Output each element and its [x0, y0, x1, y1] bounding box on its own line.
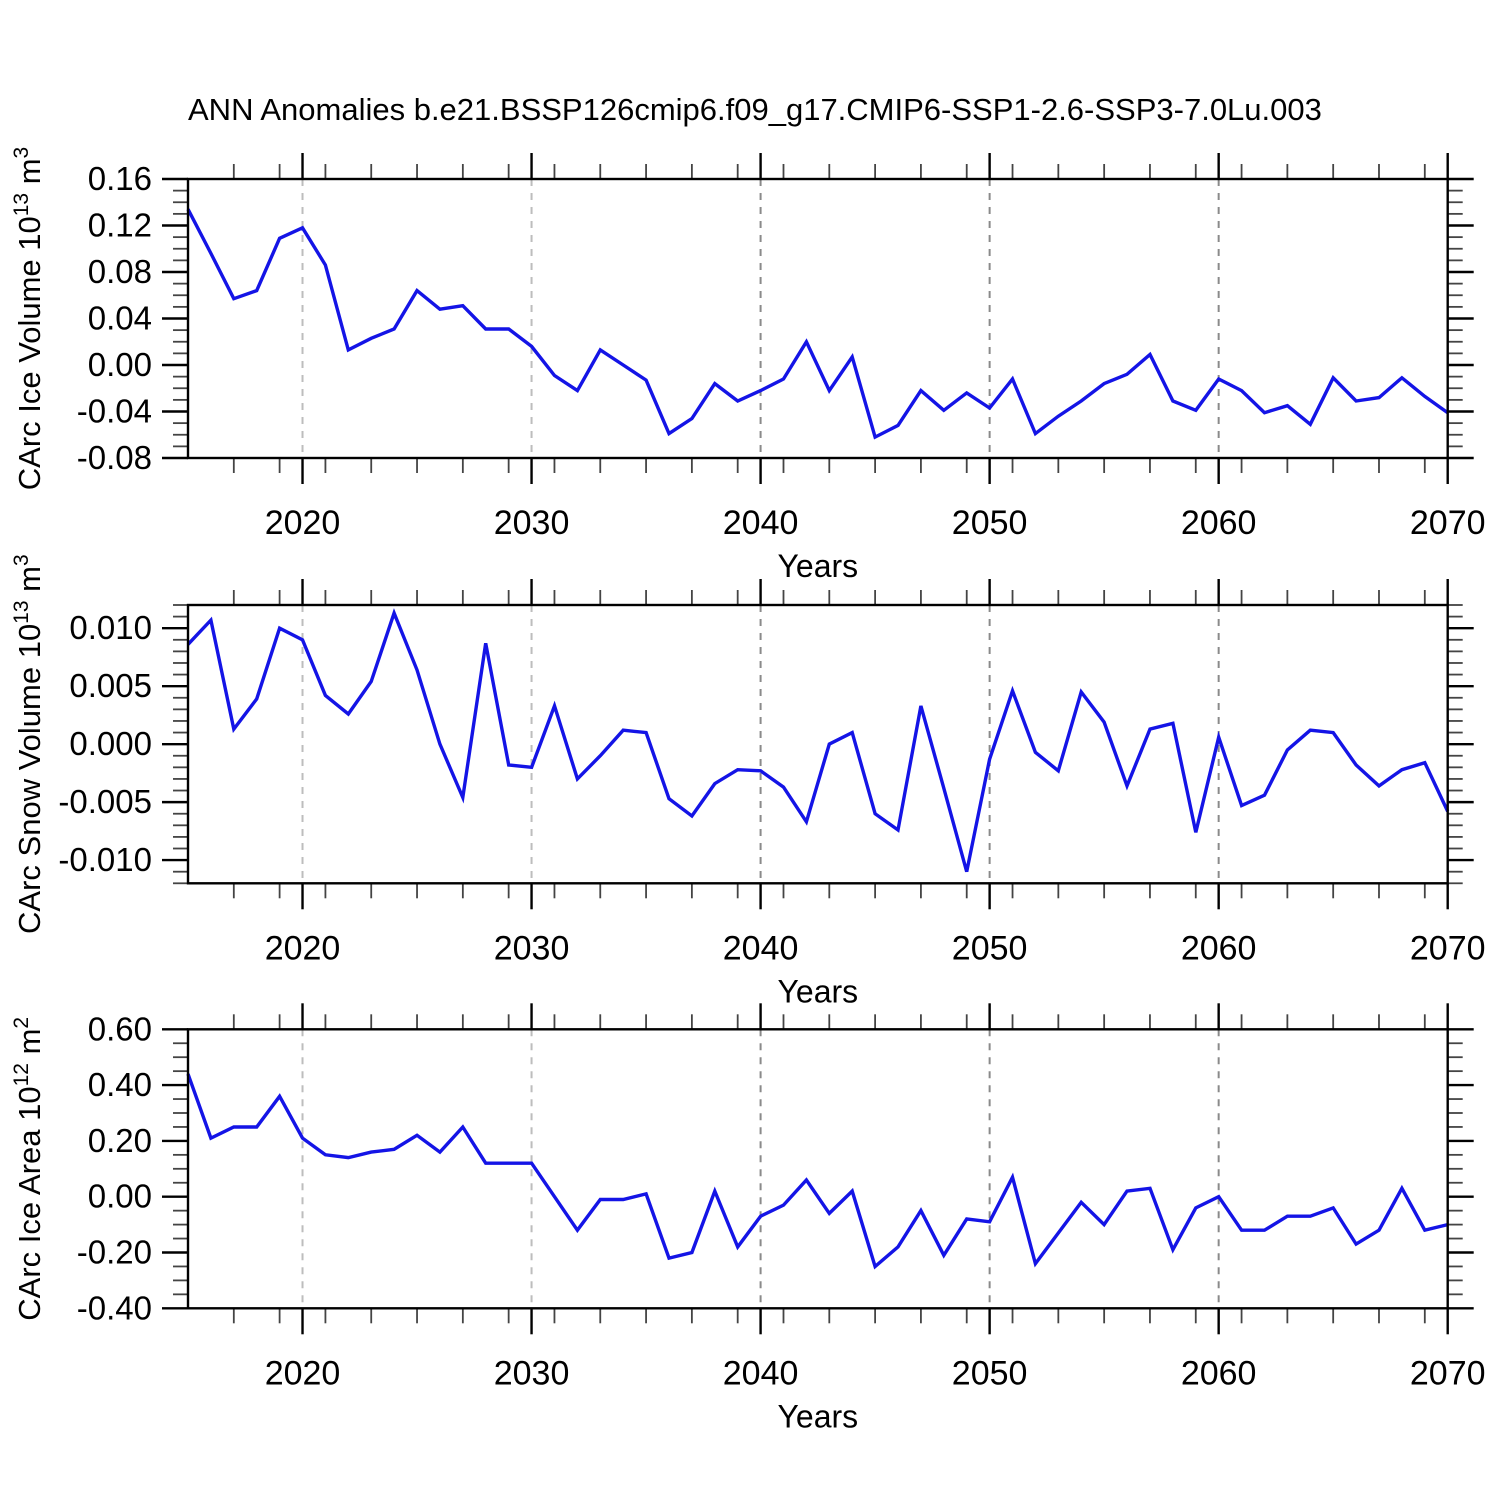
- y-tick-label: 0.08: [88, 253, 152, 290]
- panel-carc-ice-area: 0.60 0.40 0.20 0.00 -0.20 -0.40 2020 2030 2040 20…: [10, 1003, 1486, 1434]
- x-tick-label: 2020: [265, 1354, 341, 1392]
- y-axis-title: CArc Ice Area 1012 m2: [10, 1017, 47, 1321]
- y-axis-title-superscript: 3: [10, 147, 33, 159]
- x-tick-label: 2040: [723, 1354, 799, 1392]
- x-tick-label: 2030: [494, 1354, 570, 1392]
- y-axis-title-text: m: [12, 566, 47, 600]
- x-axis-title: Years: [778, 1398, 859, 1434]
- panel-border: [186, 603, 1449, 885]
- x-tick-label: 2040: [723, 504, 799, 542]
- y-axis-title-superscript: 2: [10, 1017, 33, 1029]
- y-tick-label: 0.12: [88, 207, 152, 244]
- y-axis-title-text: m: [12, 1029, 47, 1063]
- y-axis-title-superscript: 13: [10, 193, 33, 216]
- y-axis-title-superscript: 12: [10, 1063, 33, 1086]
- y-axis-title-superscript: 3: [10, 554, 33, 566]
- y-axis-title: CArc Ice Volume 1013 m3: [10, 147, 47, 490]
- y-tick-label: 0.20: [88, 1122, 152, 1159]
- y-tick-label: 0.000: [69, 725, 152, 762]
- x-tick-label: 2050: [952, 504, 1028, 542]
- panel-border: [186, 177, 1449, 460]
- x-tick-label: 2070: [1410, 504, 1486, 542]
- y-tick-label: -0.04: [77, 393, 152, 430]
- y-tick-label: -0.20: [77, 1234, 152, 1271]
- y-tick-label: -0.010: [58, 841, 152, 878]
- y-tick-label: 0.005: [69, 667, 152, 704]
- x-tick-label: 2020: [265, 504, 341, 542]
- x-tick-label: 2070: [1410, 929, 1486, 967]
- x-tick-label: 2060: [1181, 504, 1257, 542]
- series-line-carc-snow-volume: [186, 608, 1450, 873]
- x-axis-title: Years: [778, 973, 859, 1009]
- y-axis-title-text: CArc Ice Volume 10: [12, 216, 47, 490]
- y-axis-title: CArc Snow Volume 1013 m3: [10, 554, 47, 934]
- x-tick-label: 2050: [952, 929, 1028, 967]
- y-axis-title-text: CArc Ice Area 10: [12, 1086, 47, 1320]
- panel-carc-ice-volume: 0.16 0.12 0.08 0.04 0.00 -0.04 -0.08 2020 2030 20…: [10, 147, 1486, 584]
- y-axis-title-superscript: 13: [10, 600, 33, 623]
- y-tick-label: 0.010: [69, 609, 152, 646]
- y-tick-label: 0.40: [88, 1066, 152, 1103]
- y-axis-title-text: m: [12, 158, 47, 192]
- figure-title: ANN Anomalies b.e21.BSSP126cmip6.f09_g17…: [188, 92, 1322, 127]
- x-tick-label: 2030: [494, 929, 570, 967]
- y-tick-label: -0.08: [77, 439, 152, 476]
- y-tick-label: 0.00: [88, 1178, 152, 1215]
- y-tick-label: 0.16: [88, 160, 152, 197]
- y-tick-label: -0.40: [77, 1289, 152, 1326]
- x-axis-title: Years: [778, 548, 859, 584]
- x-tick-label: 2050: [952, 1354, 1028, 1392]
- x-tick-label: 2060: [1181, 929, 1257, 967]
- y-tick-label: -0.005: [58, 783, 152, 820]
- y-tick-label: 0.60: [88, 1010, 152, 1047]
- x-tick-label: 2040: [723, 929, 799, 967]
- y-tick-label: 0.04: [88, 300, 152, 337]
- x-tick-label: 2030: [494, 504, 570, 542]
- x-tick-label: 2060: [1181, 1354, 1257, 1392]
- series-line-carc-ice-volume: [186, 208, 1449, 440]
- y-axis-title-text: CArc Snow Volume 10: [12, 624, 47, 934]
- panel-carc-snow-volume: 0.010 0.005 0.000 -0.005 -0.010 2020 2030 2040 2…: [10, 554, 1486, 1009]
- series-line-carc-ice-area: [186, 1073, 1449, 1270]
- panel-border: [186, 1028, 1449, 1310]
- x-tick-label: 2020: [265, 929, 341, 967]
- x-tick-label: 2070: [1410, 1354, 1486, 1392]
- y-tick-label: 0.00: [88, 346, 152, 383]
